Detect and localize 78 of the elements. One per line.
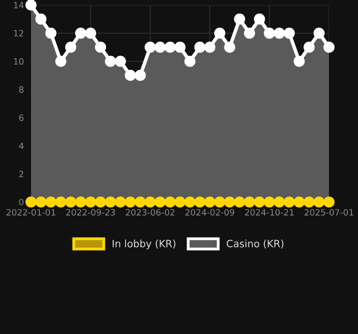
- y-tick-label: 4: [19, 142, 24, 149]
- point: [154, 196, 166, 208]
- point: [194, 196, 206, 208]
- point: [164, 42, 176, 53]
- point: [45, 196, 56, 208]
- point: [224, 42, 236, 53]
- point: [284, 28, 295, 39]
- point: [75, 196, 86, 208]
- point: [114, 56, 126, 67]
- point: [35, 196, 46, 208]
- point: [304, 196, 315, 208]
- point: [184, 56, 196, 67]
- point: [85, 196, 96, 208]
- point: [244, 196, 256, 208]
- point: [124, 196, 136, 208]
- point: [244, 28, 256, 39]
- point: [134, 70, 146, 81]
- x-tick-label: 2024-02-09: [185, 209, 234, 216]
- point: [85, 28, 96, 39]
- point: [254, 14, 266, 25]
- point: [45, 28, 56, 39]
- x-tick-label: 2022-01-01: [6, 209, 56, 216]
- point: [25, 0, 37, 11]
- x-tick-label: 2024-10-21: [245, 209, 294, 216]
- point: [134, 196, 146, 208]
- point: [154, 42, 166, 53]
- y-tick-label: 8: [19, 86, 24, 93]
- y-tick-label: 2: [19, 170, 24, 178]
- point: [214, 196, 226, 208]
- y-tick-label: 14: [14, 2, 24, 8]
- point: [214, 28, 226, 39]
- y-tick-label: 6: [19, 114, 24, 121]
- y-tick-label: 10: [14, 58, 24, 65]
- point: [314, 28, 325, 39]
- point: [284, 196, 295, 208]
- point: [204, 42, 216, 53]
- point: [114, 196, 126, 208]
- point: [274, 196, 285, 208]
- point: [234, 196, 246, 208]
- point: [204, 196, 216, 208]
- legend-label: Casino (KR): [226, 240, 284, 249]
- point: [35, 14, 46, 25]
- point: [55, 56, 66, 67]
- point: [194, 42, 206, 53]
- point: [65, 42, 76, 53]
- point: [294, 196, 305, 208]
- point: [104, 56, 116, 67]
- point: [164, 196, 176, 208]
- point: [174, 196, 186, 208]
- x-tick-label: 2025-07-01: [304, 209, 354, 216]
- point: [55, 196, 66, 208]
- point: [234, 14, 246, 25]
- point: [274, 28, 285, 39]
- point: [254, 196, 266, 208]
- point: [94, 196, 106, 208]
- x-tick-label: 2023-06-02: [126, 209, 174, 216]
- legend-label: In lobby (KR): [112, 240, 176, 250]
- x-tick-label: 2022-09-23: [66, 209, 115, 216]
- point: [65, 196, 76, 208]
- point: [314, 196, 325, 208]
- point: [323, 42, 335, 53]
- point: [104, 196, 116, 208]
- point: [94, 42, 106, 53]
- point: [75, 28, 86, 39]
- point: [294, 56, 305, 67]
- y-tick-label: 12: [14, 30, 24, 36]
- point: [174, 42, 186, 53]
- point: [264, 196, 275, 208]
- point: [184, 196, 196, 208]
- point: [124, 70, 136, 81]
- point: [144, 196, 156, 208]
- point: [224, 196, 236, 208]
- point: [323, 196, 335, 208]
- point: [25, 196, 37, 208]
- y-tick-label: 0: [19, 198, 24, 206]
- point: [144, 42, 156, 53]
- point: [304, 42, 315, 53]
- point: [264, 28, 275, 39]
